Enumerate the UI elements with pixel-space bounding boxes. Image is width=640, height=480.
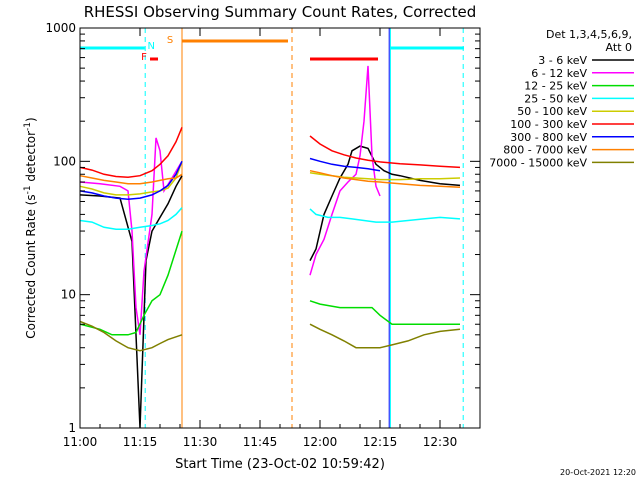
series-line-2-seg1 [79, 230, 183, 336]
x-tick-label-0: 11:00 [63, 435, 98, 449]
x-tick-label-6: 12:30 [423, 435, 458, 449]
x-tick-label-2: 11:30 [183, 435, 218, 449]
legend-label-6: 300 - 800 keV [510, 131, 587, 144]
x-tick-label-1: 11:15 [123, 435, 158, 449]
series-line-5-seg2 [309, 135, 461, 169]
series-line-1-seg2 [309, 65, 381, 276]
series-line-8-seg1 [79, 320, 183, 352]
x-tick-label-4: 12:00 [303, 435, 338, 449]
legend-label-0: 3 - 6 keV [538, 54, 587, 67]
legend-label-4: 50 - 100 keV [517, 105, 587, 118]
axes-layer: 11:00 11:15 11:30 11:45 12:00 12:15 12:30 1 10 10… [45, 21, 480, 449]
series-line-8-seg2 [309, 323, 461, 349]
y-tick-label-0: 1 [68, 421, 76, 435]
series-line-7-seg2 [309, 169, 461, 188]
y-axis-label-sup1: -1 [23, 185, 33, 194]
series-line-7-seg1 [79, 173, 183, 185]
legend-header-line2: Att 0 [606, 41, 632, 54]
series-line-0-seg2 [309, 145, 461, 261]
y-axis-label-end: ) [24, 117, 38, 122]
plot-area [79, 28, 464, 428]
x-tick-label-5: 12:15 [363, 435, 398, 449]
chart-title: RHESSI Observing Summary Count Rates, Co… [84, 3, 477, 21]
legend-label-7: 800 - 7000 keV [503, 144, 587, 157]
series-line-1-seg1 [79, 137, 183, 335]
series-line-5-seg1 [79, 127, 183, 178]
y-axis-label-main: Corrected Count Rate (s [24, 194, 38, 338]
y-axis-label-mid: detector [24, 131, 38, 186]
y-axis-label-sup2: -1 [23, 122, 33, 131]
series-line-3-seg1 [79, 207, 183, 230]
y-tick-label-2: 100 [53, 154, 76, 168]
x-tick-label-3: 11:45 [243, 435, 278, 449]
series-line-4-seg1 [79, 161, 183, 196]
series-layer [79, 65, 461, 429]
series-line-3-seg2 [309, 208, 461, 223]
y-tick-label-3: 1000 [45, 21, 76, 35]
series-line-6-seg1 [79, 160, 183, 200]
legend-label-1: 6 - 12 keV [531, 67, 587, 80]
footer-timestamp: 20-Oct-2021 12:20 [560, 468, 636, 477]
legend-label-8: 7000 - 15000 keV [489, 156, 587, 169]
legend-header-line1: Det 1,3,4,5,6,9, [546, 28, 632, 41]
legend-label-2: 12 - 25 keV [524, 80, 587, 93]
flags-layer: N S F [80, 35, 464, 63]
series-line-6-seg2 [309, 157, 381, 172]
series-line-2-seg2 [309, 300, 460, 325]
y-tick-label-1: 10 [61, 288, 76, 302]
x-axis-label: Start Time (23-Oct-02 10:59:42) [175, 457, 385, 472]
flag-letter-0: N [147, 41, 154, 52]
legend-label-5: 100 - 300 keV [510, 118, 587, 131]
y-axis-label: Corrected Count Rate (s-1 detector-1) [23, 117, 38, 338]
flag-letter-2: F [141, 52, 147, 63]
flag-letter-1: S [167, 35, 173, 46]
legend-label-3: 25 - 50 keV [524, 92, 587, 105]
